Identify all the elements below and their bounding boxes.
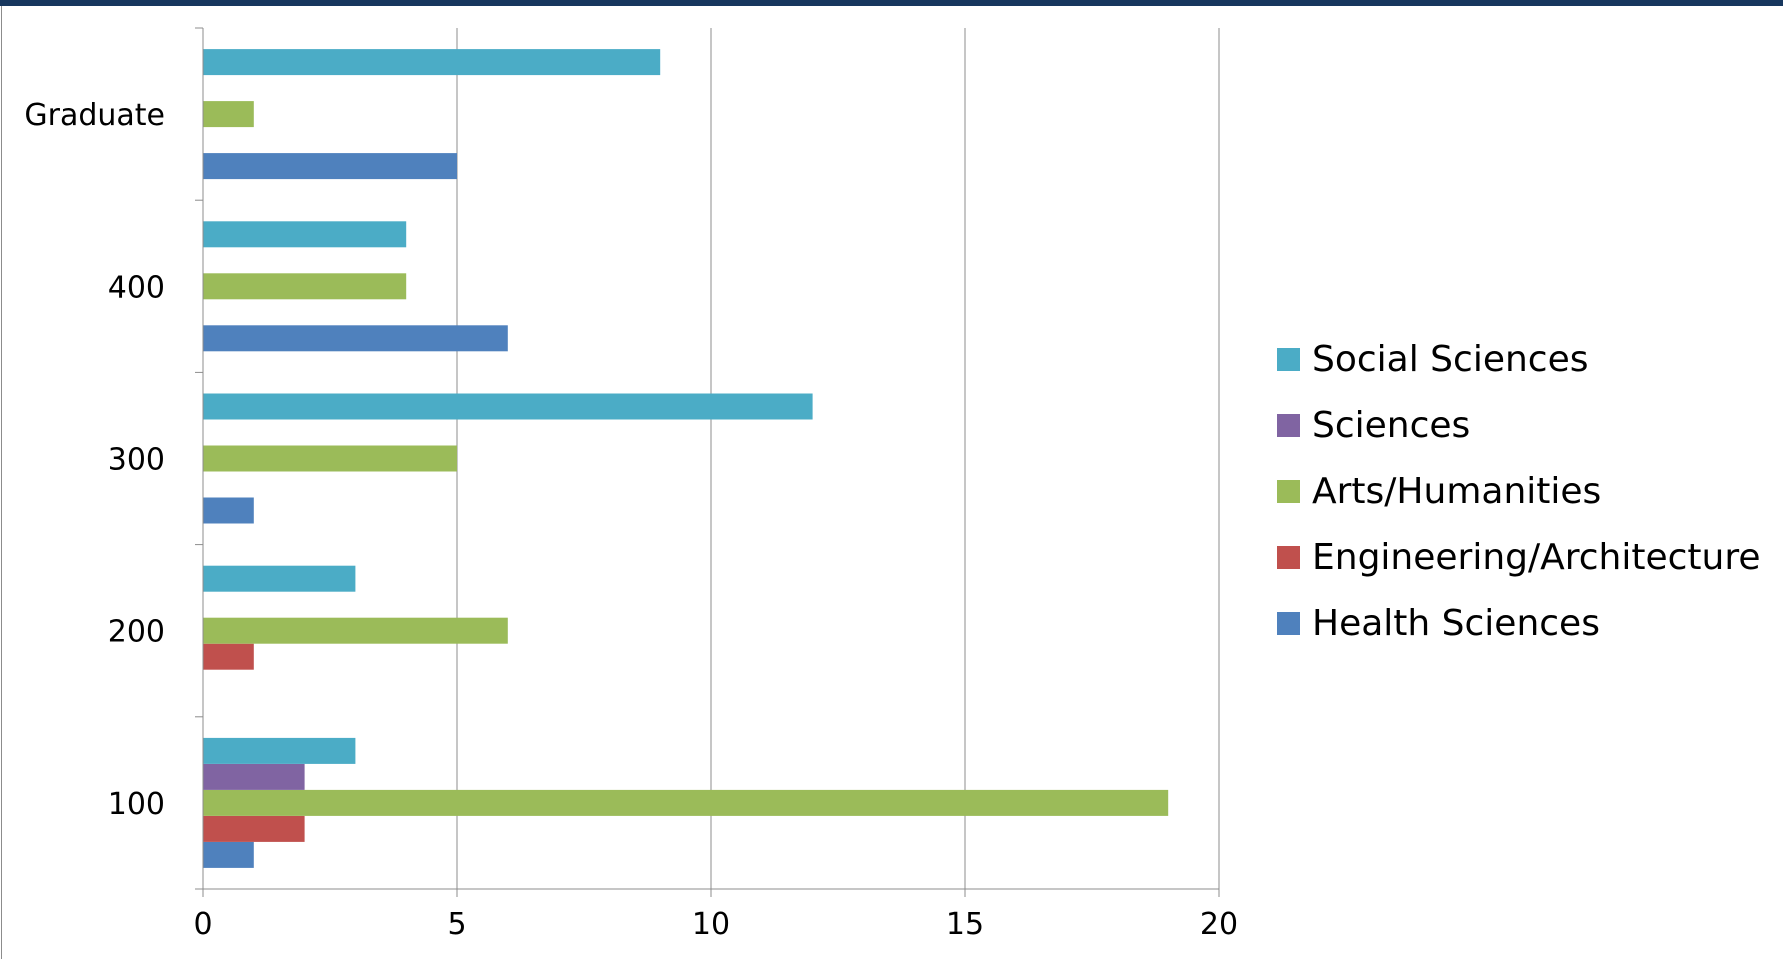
legend-item: Arts/Humanities [1277,458,1761,524]
bar-engineering-architecture-200 [203,643,254,670]
legend-label: Social Sciences [1312,338,1589,380]
slide-border [1,6,2,959]
bars [203,49,1169,868]
bar-arts-humanities-300 [203,445,457,472]
legend-label: Health Sciences [1312,602,1600,644]
legend-label: Arts/Humanities [1312,470,1602,512]
bar-arts-humanities-100 [203,789,1169,816]
bar-health-sciences-100 [203,841,254,868]
legend-swatch [1277,479,1300,503]
bar-health-sciences-400 [203,325,508,352]
legend: Social Sciences Sciences Arts/Humanities En… [1277,326,1761,656]
bar-social-sciences-graduate [203,49,661,76]
bar-arts-humanities-200 [203,617,508,644]
bar-sciences-100 [203,763,305,790]
legend-label: Engineering/Architecture [1312,536,1761,578]
legend-item: Sciences [1277,392,1761,458]
legend-item: Social Sciences [1277,326,1761,392]
y-tick-label: Graduate [24,98,165,133]
legend-swatch [1277,413,1300,437]
bar-engineering-architecture-100 [203,815,305,842]
legend-item: Health Sciences [1277,590,1761,656]
bar-arts-humanities-graduate [203,101,254,128]
y-tick-label: 100 [108,787,165,822]
x-tick-label: 10 [692,907,730,942]
bar-health-sciences-graduate [203,153,457,180]
header-band [0,0,1783,6]
legend-swatch [1277,545,1300,569]
bar-arts-humanities-400 [203,273,407,300]
x-tick-label: 0 [193,907,212,942]
bar-social-sciences-300 [203,393,813,420]
y-tick-label: 200 [108,615,165,650]
bar-social-sciences-100 [203,737,356,764]
axes [195,27,1220,897]
bar-health-sciences-300 [203,497,254,524]
legend-item: Engineering/Architecture [1277,524,1761,590]
y-tick-label: 300 [108,443,165,478]
x-tick-label: 5 [447,907,466,942]
bar-social-sciences-400 [203,221,407,248]
x-tick-label: 15 [946,907,984,942]
tick-labels: 0 5 10 15 20 100 200 300 400 Graduate [24,98,1238,942]
gridlines [456,28,1220,889]
legend-swatch [1277,611,1300,635]
x-tick-label: 20 [1200,907,1238,942]
y-tick-label: 400 [108,270,165,305]
bar-social-sciences-200 [203,565,356,592]
legend-label: Sciences [1312,404,1471,446]
legend-swatch [1277,347,1300,371]
